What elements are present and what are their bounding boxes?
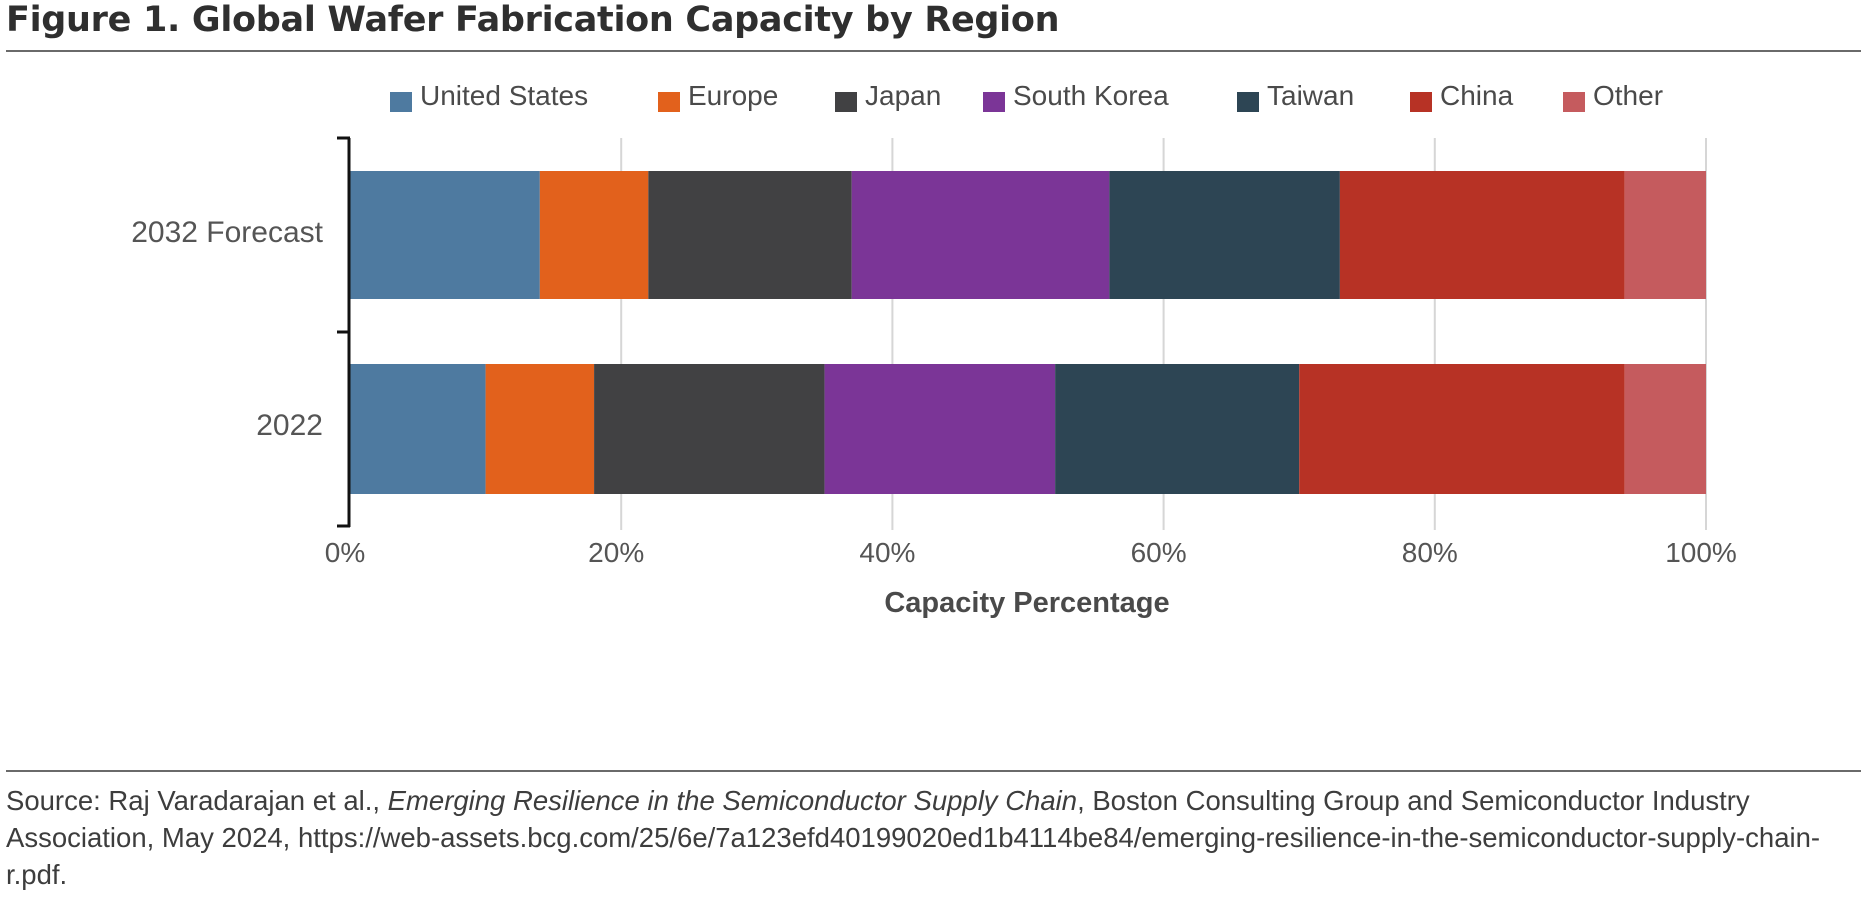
legend-item: China	[1410, 80, 1514, 112]
legend-swatch	[1410, 92, 1432, 112]
source-title: Emerging Resilience in the Semiconductor…	[387, 785, 1078, 816]
y-axis: 2032 Forecast 2022	[131, 136, 351, 528]
bar-segment	[1109, 171, 1340, 299]
legend-item: United States	[390, 80, 588, 112]
legend-swatch	[390, 92, 412, 112]
bar-segment	[1339, 171, 1625, 299]
bar-segment	[1624, 171, 1706, 299]
x-tick-label: 40%	[859, 537, 915, 568]
legend-label: Japan	[865, 80, 941, 111]
bar-segment	[594, 364, 825, 494]
figure-title: Figure 1. Global Wafer Fabrication Capac…	[6, 0, 1060, 40]
legend-label: Taiwan	[1267, 80, 1354, 111]
legend: United States Europe Japan South Korea Taiwa…	[390, 80, 1663, 112]
legend-swatch	[835, 92, 857, 112]
bar-chart: United States Europe Japan South Korea Taiwa…	[131, 80, 1737, 619]
source-suffix: , Boston Consulting Group and Semiconduc…	[6, 785, 1821, 890]
x-tick-label: 60%	[1131, 537, 1187, 568]
bar-segment	[1624, 364, 1706, 494]
legend-label: Other	[1593, 80, 1663, 111]
bar-segment	[1055, 364, 1300, 494]
source-prefix: Source: Raj Varadarajan et al.,	[6, 785, 388, 816]
bar-segment	[851, 171, 1110, 299]
legend-item: Japan	[835, 80, 941, 112]
legend-item: Taiwan	[1237, 80, 1354, 112]
legend-label: South Korea	[1013, 80, 1169, 111]
x-tick-label: 80%	[1402, 537, 1458, 568]
bar-segment	[648, 171, 852, 299]
bars	[350, 171, 1706, 494]
bar-segment	[539, 171, 649, 299]
bottom-divider	[6, 770, 1861, 772]
x-axis-title: Capacity Percentage	[884, 587, 1169, 619]
x-tick-label: 0%	[325, 537, 365, 568]
legend-item: Europe	[658, 80, 778, 112]
category-label: 2032 Forecast	[131, 216, 323, 249]
legend-swatch	[983, 92, 1005, 112]
legend-item: South Korea	[983, 80, 1169, 112]
bar-segment	[824, 364, 1056, 494]
top-divider	[6, 50, 1861, 52]
source-citation: Source: Raj Varadarajan et al., Emerging…	[6, 782, 1864, 893]
x-axis: 0% 20% 40% 60% 80% 100%	[325, 537, 1737, 568]
legend-swatch	[1563, 92, 1585, 112]
legend-label: Europe	[688, 80, 778, 111]
x-tick-label: 20%	[588, 537, 644, 568]
bar-segment	[1299, 364, 1625, 494]
x-tick-label: 100%	[1665, 537, 1737, 568]
legend-swatch	[1237, 92, 1259, 112]
bar-segment	[350, 171, 540, 299]
legend-label: United States	[420, 80, 588, 111]
category-label: 2022	[256, 409, 323, 442]
legend-item: Other	[1563, 80, 1663, 112]
bar-segment	[350, 364, 486, 494]
bar-segment	[485, 364, 595, 494]
legend-swatch	[658, 92, 680, 112]
legend-label: China	[1440, 80, 1514, 111]
